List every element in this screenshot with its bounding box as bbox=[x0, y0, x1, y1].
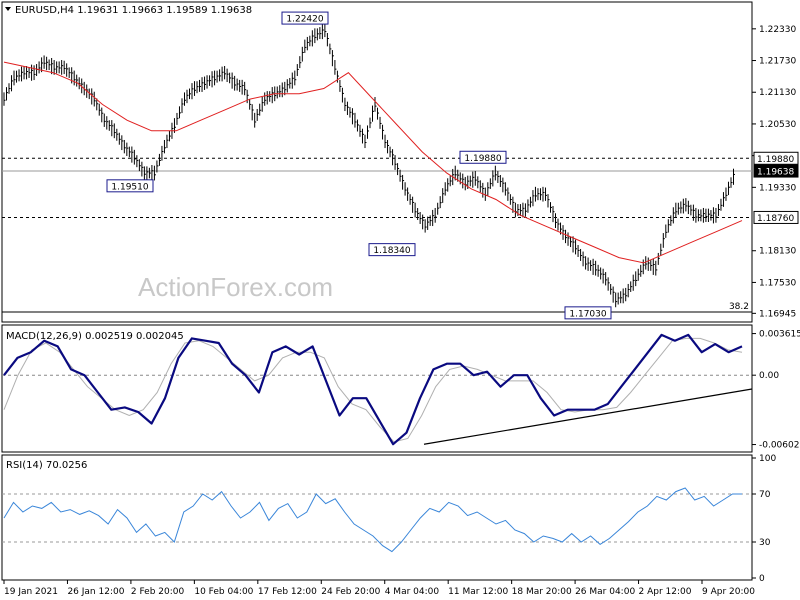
price-annotation-label: 1.22420 bbox=[286, 15, 323, 25]
macd-line bbox=[3, 333, 743, 446]
rsi-y-tick-label: 70 bbox=[759, 490, 771, 500]
price-annotation-box bbox=[281, 11, 329, 25]
price-annotation-label: 1.18340 bbox=[373, 246, 410, 256]
price-y-tick-label: 1.21130 bbox=[759, 88, 796, 98]
price-annotation-box bbox=[564, 306, 612, 320]
watermark: ActionForex.com bbox=[138, 272, 333, 302]
x-tick-label: 26 Jan 12:00 bbox=[67, 587, 124, 597]
rsi-y-tick-label: 30 bbox=[759, 538, 771, 548]
rsi-y-tick-label: 100 bbox=[759, 454, 776, 464]
macd-y-tick-label: -0.006026 bbox=[759, 441, 800, 451]
x-tick-label: 2 Feb 20:00 bbox=[131, 587, 185, 597]
price-tag-label: 1.18760 bbox=[757, 214, 794, 224]
rsi-header: RSI(14) 70.0256 bbox=[6, 460, 87, 471]
x-tick-label: 17 Feb 12:00 bbox=[258, 587, 317, 597]
price-y-tick-label: 1.18130 bbox=[759, 247, 796, 257]
x-tick-label: 10 Feb 04:00 bbox=[194, 587, 253, 597]
price-y-tick-label: 1.19330 bbox=[759, 183, 796, 193]
x-tick-label: 9 Apr 20:00 bbox=[702, 587, 755, 597]
price-annotation-label: 1.19510 bbox=[111, 182, 148, 192]
x-tick-label: 18 Mar 20:00 bbox=[512, 587, 572, 597]
macd-signal-line bbox=[3, 337, 743, 443]
price-y-tick-label: 1.20530 bbox=[759, 120, 796, 130]
fib-label: 38.2 bbox=[729, 302, 749, 312]
x-tick-label: 2 Apr 12:00 bbox=[639, 587, 692, 597]
axis-layer: 1.223301.217301.211301.205301.199301.193… bbox=[3, 25, 800, 597]
price-annotation-box bbox=[368, 243, 416, 257]
price-y-tick-label: 1.22330 bbox=[759, 25, 796, 35]
moving-average-line bbox=[3, 61, 743, 264]
x-tick-label: 26 Mar 04:00 bbox=[575, 587, 635, 597]
price-annotation-box bbox=[459, 150, 507, 164]
price-tag-label: 1.19638 bbox=[757, 168, 794, 178]
price-annotation-label: 1.17030 bbox=[569, 309, 606, 319]
x-tick-label: 11 Mar 12:00 bbox=[448, 587, 508, 597]
price-y-tick-label: 1.16945 bbox=[759, 309, 796, 319]
macd-trendline bbox=[423, 388, 753, 445]
price-tag-box bbox=[753, 164, 799, 178]
macd-header: MACD(12,26,9) 0.002519 0.002045 bbox=[6, 331, 184, 342]
macd-layer bbox=[2, 333, 753, 446]
price-y-tick-label: 1.21730 bbox=[759, 57, 796, 67]
x-tick-label: 19 Jan 2021 bbox=[4, 587, 58, 597]
rsi-y-tick-label: 0 bbox=[759, 574, 765, 584]
price-header: EURUSD,H4 1.19631 1.19663 1.19589 1.1963… bbox=[15, 5, 252, 16]
rsi-panel bbox=[1, 454, 753, 581]
price-tag-box bbox=[753, 210, 799, 224]
price-layer: 1.22420 1.19510 1.18340 1.19880 1.17030 38.2 bbox=[2, 11, 752, 320]
rsi-layer bbox=[2, 487, 752, 553]
price-y-tick-label: 1.17530 bbox=[759, 278, 796, 288]
macd-y-tick-label: 0.003615 bbox=[759, 330, 800, 340]
price-annotation-label: 1.19880 bbox=[464, 154, 501, 164]
macd-y-tick-label: 0.00 bbox=[759, 371, 779, 381]
x-tick-label: 24 Feb 20:00 bbox=[321, 587, 380, 597]
rsi-line bbox=[3, 487, 742, 553]
x-tick-label: 4 Mar 04:00 bbox=[385, 587, 440, 597]
price-tag-box bbox=[753, 151, 799, 165]
price-panel bbox=[1, 1, 753, 323]
macd-panel bbox=[1, 324, 753, 453]
price-annotation-box bbox=[106, 179, 154, 193]
symbol-menu-icon[interactable] bbox=[5, 7, 11, 11]
price-tag-label: 1.19880 bbox=[757, 155, 794, 165]
